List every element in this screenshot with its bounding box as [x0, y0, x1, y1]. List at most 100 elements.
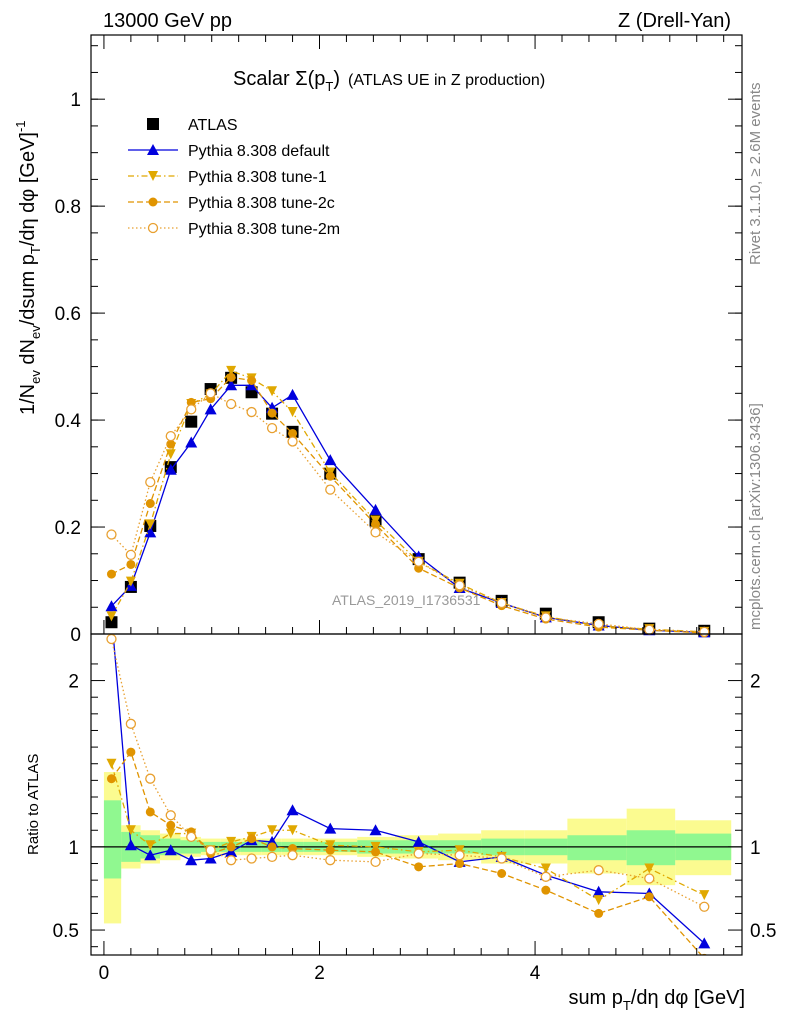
- point-default: [204, 403, 217, 415]
- point-default: [286, 388, 299, 400]
- header-right-label: Z (Drell-Yan): [618, 10, 731, 32]
- ratio-point-tune2m: [699, 901, 710, 912]
- point-tune2c: [325, 471, 335, 481]
- ratio-point-tune1: [325, 840, 336, 851]
- point-tune2c: [247, 375, 257, 385]
- point-tune2m: [454, 580, 465, 591]
- ratio-point-tune2m: [106, 634, 117, 645]
- svg-text:1/Nev dNev/dsum pT/dη dφ [GeV]: 1/Nev dNev/dsum pT/dη dφ [GeV]-1: [13, 120, 43, 415]
- ratio-point-tune1: [593, 895, 604, 906]
- ratio-point-default: [592, 885, 605, 897]
- point-tune2c: [267, 408, 277, 418]
- ratio-series-tune2m: [106, 634, 710, 912]
- ratio-series-group: [106, 634, 711, 955]
- ratio-point-tune1: [106, 758, 117, 769]
- ratio-point-tune2m: [165, 810, 176, 821]
- ratio-point-tune2m: [186, 831, 197, 843]
- point-tune2m: [165, 430, 176, 442]
- point-tune2m: [266, 422, 278, 434]
- main-panel: 0 0.2 0.4 0.6 0.8 1: [55, 34, 743, 646]
- main-title-sub: T: [325, 79, 333, 94]
- main-ytick-label: 0.4: [55, 411, 82, 432]
- legend-marker-default: [147, 144, 159, 155]
- main-title: Scalar Σ(pT) (ATLAS UE in Z production): [233, 68, 545, 94]
- ratio-point-tune2c: [126, 747, 136, 757]
- ratio-point-tune2m: [266, 851, 278, 863]
- main-ylabel: 1/Nev dNev/dsum pT/dη dφ [GeV]-1: [13, 120, 43, 415]
- ratio-ytick-label-right: 1: [750, 838, 761, 859]
- point-tune2m: [325, 484, 336, 495]
- point-tune2m: [106, 529, 117, 540]
- legend-marker-data: [147, 118, 159, 130]
- point-data: [185, 415, 198, 428]
- point-tune2m: [186, 404, 197, 415]
- ratio-point-tune1: [226, 836, 237, 847]
- point-tune2m: [699, 626, 710, 638]
- ratio-point-tune2m: [325, 855, 336, 866]
- band-green: [626, 830, 676, 866]
- main-title-sigma: Σ(p: [295, 68, 325, 90]
- point-tune2c: [371, 519, 381, 529]
- point-tune2m: [413, 556, 424, 567]
- legend-marker-tune2c: [148, 197, 158, 207]
- ratio-point-tune2m: [496, 853, 507, 864]
- xlabel: sum pT/dη dφ [GeV]: [568, 987, 745, 1013]
- ratio-point-default: [369, 824, 382, 836]
- main-ytick-label: 0.2: [55, 518, 81, 539]
- ratio-point-tune1: [267, 825, 278, 836]
- legend-label-tune2m: Pythia 8.308 tune-2m: [188, 221, 340, 238]
- point-tune2m: [246, 406, 257, 418]
- ratio-point-tune2m: [145, 773, 156, 784]
- main-ytick-label: 1: [70, 90, 81, 111]
- point-tune2c: [226, 372, 236, 382]
- ratio-point-tune2m: [454, 850, 465, 861]
- ratio-point-tune2m: [413, 848, 424, 859]
- point-tune1: [125, 576, 136, 587]
- band-green: [103, 800, 122, 879]
- ratio-point-tune1: [125, 825, 136, 836]
- point-tune2c: [186, 397, 196, 407]
- main-title-suffix: (ATLAS UE in Z production): [348, 72, 545, 89]
- ratio-ylabel: Ratio to ATLAS: [25, 754, 42, 855]
- ratio-point-default: [412, 835, 425, 847]
- ratio-ytick-label-right: 2: [750, 672, 761, 693]
- ratio-point-default: [124, 839, 137, 851]
- point-default: [185, 436, 198, 448]
- ratio-point-tune1: [145, 840, 156, 851]
- ratio-point-tune2c: [414, 862, 424, 872]
- legend: ATLAS Pythia 8.308 default Pythia 8.308 tu…: [128, 117, 340, 238]
- ratio-point-tune1: [165, 828, 176, 839]
- point-tune2m: [370, 527, 381, 538]
- ratio-point-tune2m: [205, 845, 216, 856]
- point-data: [245, 386, 258, 399]
- point-tune1: [106, 611, 117, 622]
- point-default: [144, 526, 157, 538]
- ratio-series-tune2c: [106, 747, 708, 955]
- point-tune2c: [106, 569, 116, 579]
- legend-label-data: ATLAS: [188, 117, 238, 134]
- ratio-point-tune2m: [287, 850, 298, 861]
- main-ytick-label: 0: [70, 625, 81, 646]
- ratio-point-tune2c: [106, 774, 116, 784]
- main-title-close: ): [333, 68, 340, 90]
- point-data: [105, 616, 118, 629]
- ratio-point-tune2c: [455, 859, 465, 869]
- ratio-series-default: [112, 634, 711, 949]
- point-tune2m: [125, 549, 137, 560]
- legend-marker-tune1: [148, 171, 158, 181]
- ratio-ytick-label: 0.5: [53, 921, 79, 942]
- ratio-point-default: [698, 937, 711, 949]
- ratio-point-tune1: [644, 863, 655, 874]
- mcplots-label: mcplots.cern.ch [arXiv:1306.3436]: [747, 403, 764, 630]
- point-tune2c: [145, 499, 155, 509]
- legend-item-tune2m: Pythia 8.308 tune-2m: [128, 221, 340, 238]
- ratio-ytick-label-right: 0.5: [750, 921, 776, 942]
- ratio-point-tune1: [370, 841, 381, 852]
- main-title-prefix: Scalar: [233, 68, 295, 90]
- legend-item-default: Pythia 8.308 default: [128, 143, 330, 160]
- ratio-point-tune1: [287, 825, 298, 836]
- ratio-line-default: [112, 634, 705, 944]
- point-tune2c: [126, 559, 136, 569]
- ratio-point-tune2m: [540, 871, 551, 882]
- ratio-point-tune2m: [125, 718, 137, 729]
